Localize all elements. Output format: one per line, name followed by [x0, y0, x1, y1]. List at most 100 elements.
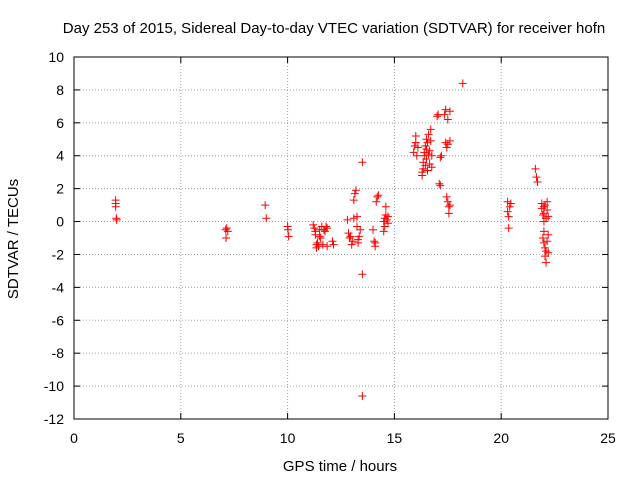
x-tick-label: 5	[177, 430, 185, 446]
data-point	[409, 148, 418, 157]
data-point	[222, 224, 231, 233]
data-point	[419, 158, 428, 167]
y-tick-label: 2	[56, 181, 64, 197]
data-point	[351, 186, 360, 195]
data-point	[503, 197, 512, 206]
data-point	[310, 224, 319, 233]
data-point	[323, 224, 332, 233]
data-point	[284, 225, 293, 234]
data-point	[313, 238, 322, 247]
data-point	[436, 153, 445, 162]
data-point	[371, 238, 380, 247]
x-tick-labels: 0 5 10 15 20 25	[70, 430, 616, 446]
data-point	[311, 230, 320, 239]
data-point	[543, 197, 552, 206]
data-point	[262, 214, 271, 223]
data-point	[539, 238, 548, 247]
data-point	[349, 196, 358, 205]
data-point	[441, 138, 450, 147]
y-tick-label: 0	[56, 214, 64, 230]
x-axis-label: GPS time / hours	[283, 458, 397, 475]
data-point	[427, 151, 436, 160]
data-point	[505, 202, 514, 211]
grid-lines	[74, 57, 608, 419]
data-point	[422, 135, 431, 144]
data-point	[538, 234, 547, 242]
data-point	[379, 217, 388, 226]
data-point	[533, 178, 542, 187]
data-point	[506, 199, 515, 208]
axis-ticks	[73, 56, 609, 420]
data-point	[426, 136, 435, 145]
data-point	[503, 207, 512, 216]
data-point	[261, 201, 270, 210]
data-point	[380, 222, 389, 231]
y-tick-label: 10	[48, 49, 64, 65]
data-point	[320, 227, 329, 236]
data-point	[437, 151, 446, 160]
data-point	[532, 173, 541, 182]
data-point	[323, 242, 332, 251]
data-point	[426, 125, 435, 134]
data-point	[411, 138, 420, 147]
y-tick-label: 4	[56, 148, 64, 164]
data-point	[369, 225, 378, 234]
data-point	[440, 110, 449, 119]
data-point	[316, 234, 325, 242]
data-point	[344, 229, 353, 238]
data-point	[441, 105, 450, 114]
data-point	[382, 215, 391, 224]
data-point	[353, 212, 362, 221]
data-point	[312, 243, 321, 252]
data-point	[427, 163, 436, 172]
data-point	[540, 201, 549, 210]
data-point	[542, 258, 551, 267]
data-point	[539, 217, 548, 226]
data-point	[424, 150, 433, 159]
x-tick-label: 20	[493, 430, 509, 446]
x-tick-label: 0	[70, 430, 78, 446]
data-point	[348, 237, 357, 246]
y-tick-label: -12	[44, 411, 64, 427]
data-point	[354, 238, 363, 247]
data-point	[543, 206, 552, 215]
data-point	[314, 242, 323, 251]
data-point	[412, 151, 421, 160]
data-point	[379, 227, 388, 236]
data-point	[445, 107, 454, 116]
y-tick-label: -4	[52, 279, 65, 295]
data-point	[436, 181, 445, 190]
data-point	[540, 243, 549, 252]
data-point	[433, 112, 442, 121]
data-point	[346, 232, 355, 241]
y-tick-label: 6	[56, 115, 64, 131]
data-point	[112, 215, 121, 224]
data-point	[443, 140, 452, 149]
chart-title: Day 253 of 2015, Sidereal Day-to-day VTE…	[63, 20, 605, 37]
y-tick-labels: -12 -10 -8 -6 -4 -2 0 2 4 6 8 10	[44, 49, 64, 427]
data-point	[370, 237, 379, 246]
data-point	[329, 240, 338, 249]
data-point	[542, 214, 551, 223]
data-point	[544, 212, 553, 221]
data-point	[504, 224, 513, 233]
data-point	[309, 220, 318, 229]
data-point	[443, 197, 452, 206]
data-point	[318, 240, 327, 249]
data-point	[350, 189, 359, 198]
data-point	[544, 230, 553, 239]
data-point	[425, 146, 434, 155]
data-point	[223, 227, 232, 236]
data-point	[328, 237, 337, 246]
data-point	[374, 191, 383, 200]
data-point	[381, 202, 390, 211]
data-point	[544, 248, 553, 257]
data-point	[424, 130, 433, 139]
data-point	[444, 209, 453, 218]
data-point	[380, 214, 389, 223]
y-tick-label: -6	[52, 312, 65, 328]
data-point	[319, 225, 328, 234]
data-point	[349, 214, 358, 223]
data-point	[542, 247, 551, 256]
data-point	[435, 179, 444, 188]
